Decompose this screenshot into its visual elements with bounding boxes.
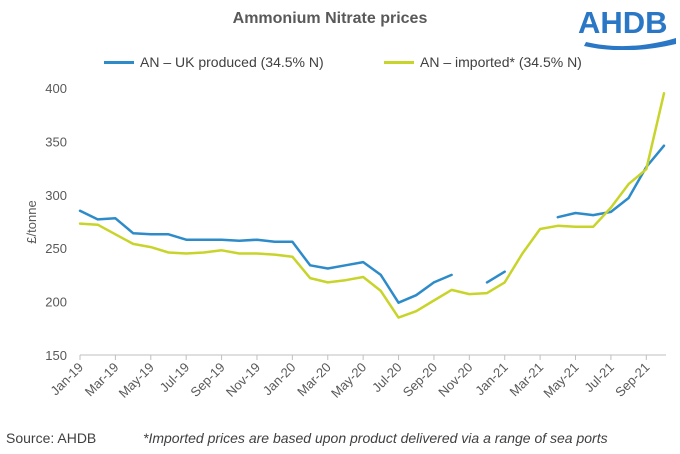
y-tick-label: 200 xyxy=(45,295,67,310)
y-tick-label: 250 xyxy=(45,241,67,256)
legend-item-uk: AN – UK produced (34.5% N) xyxy=(104,54,324,70)
y-axis-label: £/tonne xyxy=(24,200,39,243)
x-tick-label: Sep-20 xyxy=(400,360,440,400)
series-uk-produced xyxy=(78,144,666,304)
y-tick-label: 350 xyxy=(45,134,67,149)
x-tick-label: Sep-19 xyxy=(187,360,227,400)
x-tick-label: May-19 xyxy=(116,360,157,401)
x-tick-label: Mar-20 xyxy=(294,360,334,400)
logo-swoosh xyxy=(584,38,676,50)
legend-label-imported: AN – imported* (34.5% N) xyxy=(420,54,582,70)
y-tick-label: 150 xyxy=(45,348,67,363)
series-imported xyxy=(78,92,666,319)
ahdb-logo: AHDB xyxy=(578,5,676,50)
logo-wordmark: AHDB xyxy=(578,5,668,40)
x-tick-label: Sep-21 xyxy=(612,360,652,400)
legend-swatch-imported xyxy=(384,60,414,64)
x-tick-label: Nov-20 xyxy=(435,360,475,400)
chart-title: Ammonium Nitrate prices xyxy=(232,10,428,27)
axes xyxy=(79,354,666,360)
legend-label-uk: AN – UK produced (34.5% N) xyxy=(140,54,324,70)
series-imported-line xyxy=(78,92,666,319)
y-tick-label: 400 xyxy=(45,81,67,96)
x-tick-label: Jan-19 xyxy=(47,360,86,399)
x-tick-label: Mar-19 xyxy=(82,360,122,400)
series-layer xyxy=(78,92,666,319)
legend-item-imported: AN – imported* (34.5% N) xyxy=(384,54,582,70)
x-tick-label: May-20 xyxy=(328,360,369,401)
x-tick-label: Nov-19 xyxy=(223,360,263,400)
y-tick-label: 300 xyxy=(45,188,67,203)
x-tick-label: Mar-21 xyxy=(507,360,547,400)
footnote: *Imported prices are based upon product … xyxy=(143,430,608,446)
legend-swatch-uk xyxy=(104,60,134,64)
x-tick-label: Jan-20 xyxy=(260,360,299,399)
source-note: Source: AHDB xyxy=(6,430,97,446)
y-tick-labels: 150 200 250 300 350 400 xyxy=(45,81,67,363)
series-uk-produced-line xyxy=(78,144,666,304)
x-tick-label: May-21 xyxy=(540,360,581,401)
x-tick-label: Jan-21 xyxy=(472,360,511,399)
